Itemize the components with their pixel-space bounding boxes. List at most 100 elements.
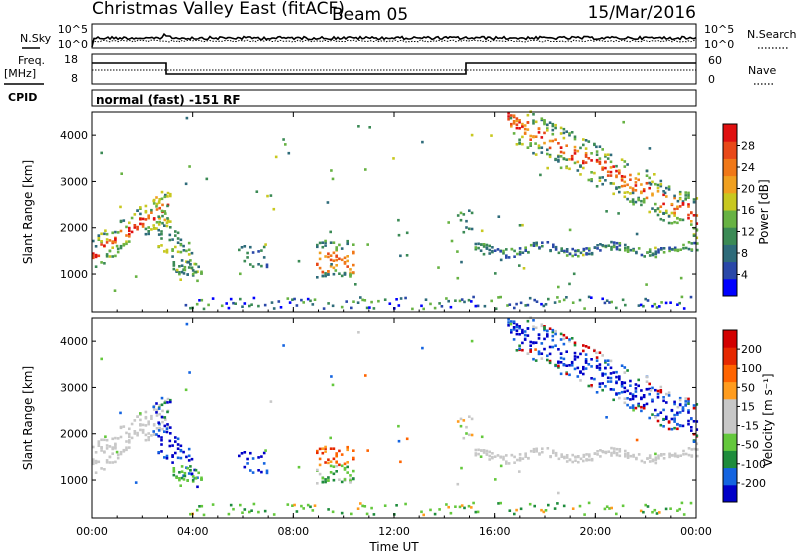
power-cell: [97, 238, 101, 241]
power-cell: [424, 298, 428, 301]
velocity-cell: [615, 451, 619, 455]
power-cell: [662, 193, 665, 197]
power-cell: [200, 298, 204, 302]
power-cell: [163, 250, 166, 253]
power-cell: [518, 247, 522, 250]
velocity-cell: [538, 452, 541, 455]
velocity-cell: [687, 397, 690, 401]
velocity-cell: [610, 451, 613, 455]
power-cell: [191, 274, 195, 277]
velocity-cell: [459, 417, 463, 421]
power-cell: [291, 298, 294, 301]
velocity-cell: [518, 470, 521, 473]
velocity-cell: [340, 453, 344, 456]
power-cell: [250, 303, 253, 306]
velocity-cell: [171, 454, 174, 457]
velocity-cell: [576, 366, 580, 370]
power-cell: [179, 243, 183, 247]
power-cell: [100, 240, 103, 243]
power-cell: [352, 263, 355, 267]
power-cell: [546, 148, 549, 152]
power-cell: [562, 127, 566, 131]
velocity-cell: [166, 410, 169, 414]
velocity-cell: [397, 439, 401, 443]
velocity-cell: [324, 461, 327, 464]
velocity-cell: [172, 467, 176, 470]
velocity-cell: [648, 382, 651, 386]
power-cell: [130, 230, 134, 234]
power-cell: [678, 205, 682, 208]
power-cell: [155, 221, 159, 224]
velocity-cell: [229, 503, 233, 507]
power-cell: [368, 306, 371, 309]
power-cell: [565, 254, 569, 257]
power-cell: [590, 178, 593, 181]
noise-right-tick-low: 10^0: [704, 38, 734, 51]
velocity-cell: [183, 471, 187, 475]
power-cell: [535, 244, 538, 247]
power-cell: [470, 300, 473, 303]
power-cell: [196, 279, 199, 283]
colorbar-tick-label: -15: [741, 420, 759, 433]
velocity-cell: [678, 507, 681, 511]
power-cell: [681, 201, 685, 205]
velocity-cell: [665, 392, 668, 396]
power-cell: [352, 300, 355, 303]
velocity-cell: [656, 413, 660, 416]
power-cell: [690, 220, 693, 223]
power-cell: [604, 244, 608, 248]
velocity-cell: [515, 332, 519, 336]
power-cell: [160, 190, 164, 194]
power-cell: [696, 248, 699, 252]
power-cell: [643, 255, 646, 258]
velocity-cell: [187, 459, 191, 462]
velocity-cell: [595, 356, 599, 359]
velocity-cell: [158, 404, 161, 407]
frequency-tick-low: 8: [71, 72, 78, 85]
power-cell: [499, 258, 503, 262]
power-cell: [262, 256, 266, 259]
velocity-cell: [598, 366, 602, 370]
velocity-cell: [445, 503, 448, 506]
velocity-cell: [343, 462, 347, 466]
power-cell: [470, 227, 474, 231]
velocity-cell: [593, 349, 596, 353]
velocity-cell: [695, 434, 699, 437]
power-cell: [190, 266, 194, 270]
velocity-cell: [512, 320, 516, 323]
power-cell: [388, 302, 392, 305]
velocity-cell: [687, 453, 691, 457]
power-cell: [519, 301, 523, 305]
power-cell: [568, 167, 571, 171]
velocity-cell: [188, 371, 191, 374]
power-cell: [656, 190, 660, 193]
power-cell: [615, 186, 618, 189]
power-cell: [136, 227, 139, 231]
power-cell: [679, 276, 683, 280]
velocity-cell: [634, 395, 638, 398]
velocity-cell: [606, 359, 610, 362]
power-cell: [229, 297, 233, 301]
velocity-cell: [329, 471, 333, 474]
velocity-cell: [105, 444, 109, 447]
velocity-cell: [125, 440, 128, 443]
power-x-axis-ticks: [91, 112, 697, 312]
velocity-cell: [557, 491, 560, 495]
velocity-cell: [332, 457, 336, 461]
nave-tick-low: 0: [708, 73, 715, 86]
power-cell: [300, 298, 303, 302]
power-cell: [161, 203, 164, 207]
velocity-cell: [609, 380, 613, 383]
velocity-cell: [540, 508, 543, 512]
power-cell: [324, 244, 327, 247]
power-cell: [182, 249, 186, 252]
power-cell: [94, 255, 98, 259]
power-cell: [640, 199, 643, 203]
velocity-cell: [659, 423, 663, 427]
velocity-cell: [349, 481, 352, 484]
power-cell: [571, 301, 575, 304]
power-cell: [595, 158, 599, 162]
power-cell: [576, 169, 580, 172]
velocity-cell: [178, 471, 181, 474]
velocity-colorbar-label: Velocity [m s⁻¹]: [761, 373, 775, 466]
